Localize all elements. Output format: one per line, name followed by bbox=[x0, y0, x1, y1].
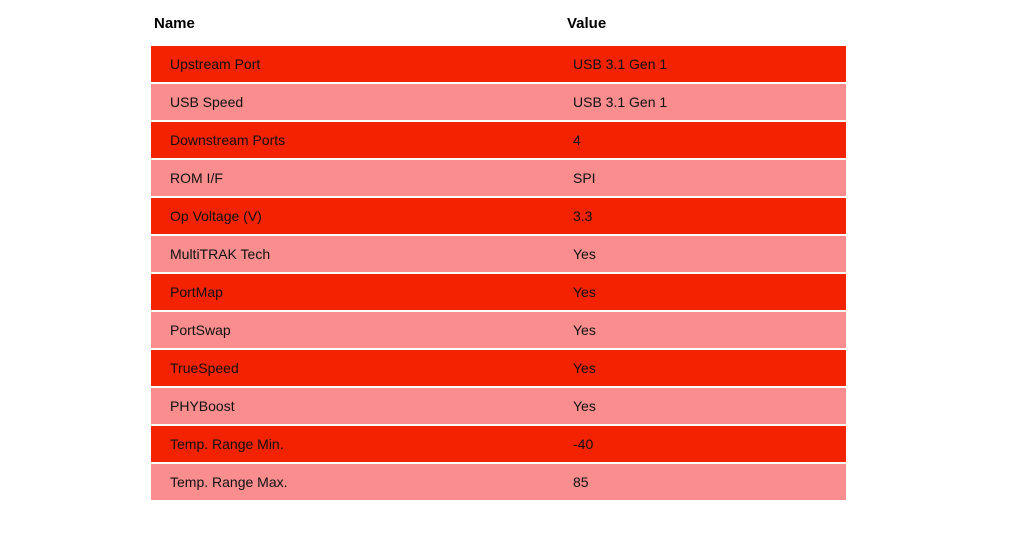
value-cell: USB 3.1 Gen 1 bbox=[566, 84, 846, 122]
name-cell: ROM I/F bbox=[151, 160, 566, 198]
table-row: Downstream Ports 4 bbox=[151, 122, 846, 160]
name-cell: Downstream Ports bbox=[151, 122, 566, 160]
table-row: Temp. Range Min. -40 bbox=[151, 426, 846, 464]
name-cell: PortSwap bbox=[151, 312, 566, 350]
table-body: Upstream Port USB 3.1 Gen 1 USB Speed US… bbox=[151, 46, 846, 502]
value-cell: Yes bbox=[566, 350, 846, 388]
table-row: Temp. Range Max. 85 bbox=[151, 464, 846, 502]
name-cell: Upstream Port bbox=[151, 46, 566, 84]
value-cell: 3.3 bbox=[566, 198, 846, 236]
value-cell: Yes bbox=[566, 312, 846, 350]
value-cell: SPI bbox=[566, 160, 846, 198]
name-cell: USB Speed bbox=[151, 84, 566, 122]
column-header-name: Name bbox=[151, 0, 566, 46]
column-header-value: Value bbox=[566, 0, 846, 46]
name-cell: MultiTRAK Tech bbox=[151, 236, 566, 274]
name-cell: TrueSpeed bbox=[151, 350, 566, 388]
table-row: Op Voltage (V) 3.3 bbox=[151, 198, 846, 236]
table-row: PHYBoost Yes bbox=[151, 388, 846, 426]
value-cell: 4 bbox=[566, 122, 846, 160]
table-row: PortSwap Yes bbox=[151, 312, 846, 350]
value-cell: Yes bbox=[566, 274, 846, 312]
table-row: PortMap Yes bbox=[151, 274, 846, 312]
name-cell: PortMap bbox=[151, 274, 566, 312]
table-header: Name Value bbox=[151, 0, 846, 46]
name-cell: Op Voltage (V) bbox=[151, 198, 566, 236]
value-cell: 85 bbox=[566, 464, 846, 502]
value-cell: USB 3.1 Gen 1 bbox=[566, 46, 846, 84]
name-cell: Temp. Range Min. bbox=[151, 426, 566, 464]
table-row: ROM I/F SPI bbox=[151, 160, 846, 198]
value-cell: Yes bbox=[566, 236, 846, 274]
table-row: TrueSpeed Yes bbox=[151, 350, 846, 388]
header-row: Name Value bbox=[151, 0, 846, 46]
name-cell: PHYBoost bbox=[151, 388, 566, 426]
value-cell: Yes bbox=[566, 388, 846, 426]
value-cell: -40 bbox=[566, 426, 846, 464]
spec-table: Name Value Upstream Port USB 3.1 Gen 1 U… bbox=[151, 0, 846, 502]
table-row: MultiTRAK Tech Yes bbox=[151, 236, 846, 274]
table-row: Upstream Port USB 3.1 Gen 1 bbox=[151, 46, 846, 84]
table-row: USB Speed USB 3.1 Gen 1 bbox=[151, 84, 846, 122]
name-cell: Temp. Range Max. bbox=[151, 464, 566, 502]
